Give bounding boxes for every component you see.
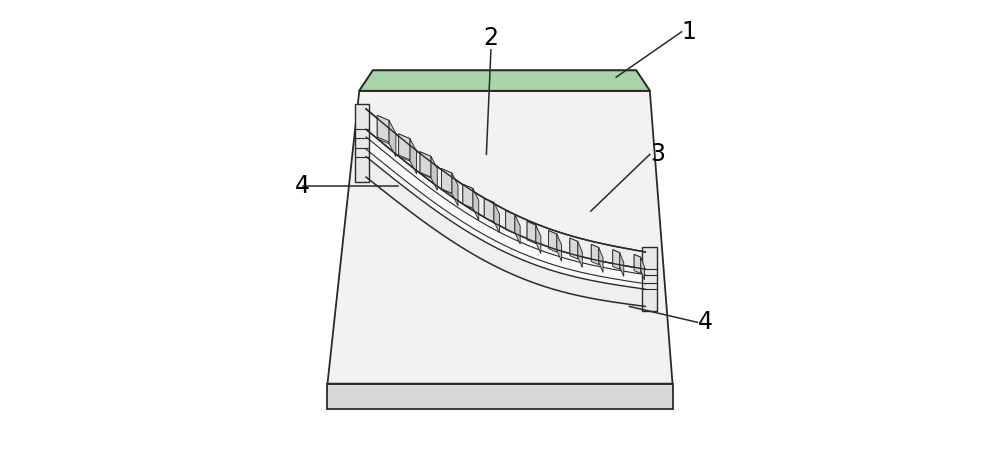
Polygon shape: [452, 173, 458, 206]
Polygon shape: [570, 238, 578, 257]
Polygon shape: [410, 139, 417, 174]
Polygon shape: [634, 254, 641, 273]
Polygon shape: [441, 168, 452, 193]
Polygon shape: [527, 222, 536, 242]
Polygon shape: [366, 129, 645, 289]
Polygon shape: [327, 384, 673, 409]
Polygon shape: [359, 70, 650, 91]
Polygon shape: [355, 104, 369, 182]
Polygon shape: [463, 184, 473, 208]
Polygon shape: [327, 91, 673, 384]
Polygon shape: [359, 70, 650, 91]
Polygon shape: [591, 244, 599, 262]
Text: 3: 3: [650, 143, 665, 166]
Polygon shape: [613, 250, 620, 266]
Text: 2: 2: [483, 26, 498, 50]
Polygon shape: [570, 238, 578, 259]
Polygon shape: [599, 247, 603, 272]
Polygon shape: [548, 231, 557, 252]
Polygon shape: [557, 234, 562, 261]
Polygon shape: [484, 198, 494, 222]
Polygon shape: [591, 244, 599, 265]
Polygon shape: [463, 184, 473, 208]
Polygon shape: [620, 253, 624, 276]
Polygon shape: [642, 247, 657, 311]
Polygon shape: [441, 168, 452, 194]
Polygon shape: [536, 225, 541, 253]
Polygon shape: [527, 222, 536, 244]
Polygon shape: [515, 215, 520, 244]
Text: 4: 4: [295, 174, 310, 198]
Polygon shape: [399, 134, 410, 160]
Polygon shape: [377, 115, 389, 142]
Polygon shape: [431, 157, 437, 190]
Polygon shape: [473, 188, 479, 220]
Polygon shape: [506, 211, 515, 233]
Polygon shape: [494, 202, 499, 233]
Polygon shape: [420, 152, 431, 177]
Text: 4: 4: [697, 311, 712, 334]
Polygon shape: [389, 120, 396, 157]
Polygon shape: [420, 152, 431, 178]
Polygon shape: [484, 198, 494, 222]
Polygon shape: [634, 254, 641, 270]
Text: 1: 1: [682, 20, 696, 44]
Polygon shape: [366, 109, 645, 306]
Polygon shape: [548, 231, 557, 251]
Polygon shape: [578, 242, 582, 267]
Polygon shape: [613, 250, 620, 269]
Polygon shape: [377, 115, 389, 144]
Polygon shape: [399, 134, 410, 161]
Polygon shape: [506, 211, 515, 233]
Polygon shape: [641, 257, 644, 280]
